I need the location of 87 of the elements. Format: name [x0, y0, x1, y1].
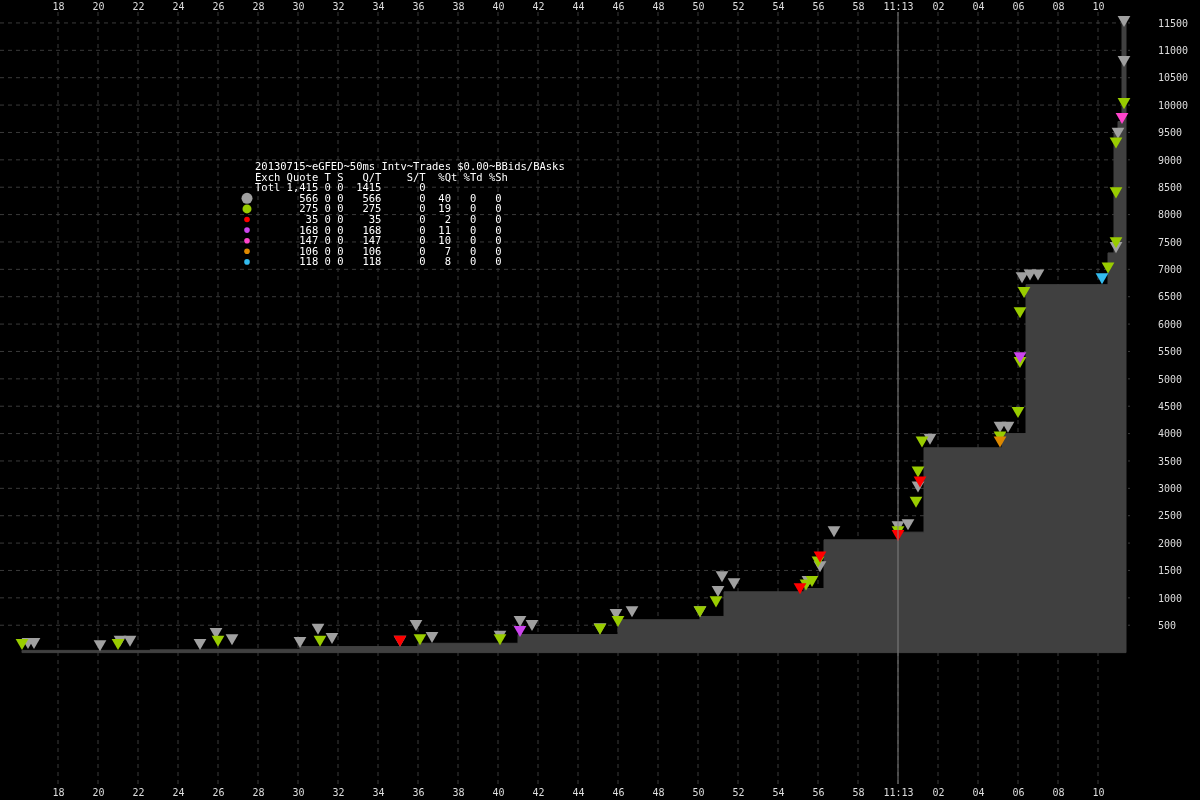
- x2-tick-label: 02: [932, 787, 945, 799]
- x-tick-label: 02: [932, 1, 945, 12]
- x2-tick-label: 42: [532, 787, 545, 799]
- x2-tick-label: 30: [292, 787, 305, 799]
- x-tick-label: 32: [332, 1, 345, 12]
- annotation: 35 0 0 35 0 2 0 0: [255, 213, 502, 225]
- x-tick-label: 10: [1092, 1, 1105, 12]
- x2-tick-label: 26: [212, 787, 225, 799]
- x-tick-label: 24: [172, 1, 185, 12]
- y-tick-label: 4500: [1158, 400, 1183, 412]
- y-tick-label: 2500: [1158, 510, 1183, 522]
- x2-tick-label: 44: [572, 787, 585, 799]
- x2-tick-label: 28: [252, 787, 265, 799]
- x-tick-label: 36: [412, 1, 425, 12]
- x-tick-label: 26: [212, 1, 225, 12]
- y-tick-label: 6500: [1158, 291, 1183, 303]
- y-tick-label: 9500: [1158, 127, 1183, 139]
- annotation: 147 0 0 147 0 10 0 0: [255, 234, 502, 247]
- x-tick-label: 34: [372, 1, 385, 12]
- x2-tick-label: 20: [92, 787, 105, 799]
- x-tick-label: 58: [852, 1, 865, 12]
- x2-tick-label: 36: [412, 787, 425, 799]
- annotation: 566 0 0 566 0 40 0 0: [255, 191, 502, 204]
- x2-tick-label: 38: [452, 787, 465, 799]
- y-tick-label: 11500: [1158, 17, 1189, 29]
- x2-tick-label: 22: [132, 787, 145, 799]
- y-tick-label: 7000: [1158, 264, 1183, 276]
- annotation: 275 0 0 275 0 19 0 0: [255, 202, 502, 215]
- x-tick-label: 08: [1052, 1, 1065, 12]
- y-tick-label: 1000: [1158, 592, 1183, 604]
- x2-tick-label: 10: [1092, 787, 1105, 799]
- y-tick-label: 9000: [1158, 154, 1183, 166]
- x-tick-label: 11:13: [883, 1, 914, 12]
- annotation: 118 0 0 118 0 8 0 0: [255, 255, 502, 268]
- x-tick-label: 22: [132, 1, 145, 12]
- x-tick-label: 50: [692, 1, 705, 12]
- x2-tick-label: 46: [612, 787, 625, 799]
- x2-tick-label: 52: [732, 787, 745, 799]
- x2-tick-label: 04: [972, 787, 985, 799]
- x2-tick-label: 48: [652, 787, 665, 799]
- x-tick-label: 46: [612, 1, 625, 12]
- annotation: 168 0 0 168 0 11 0 0: [255, 223, 502, 236]
- x2-tick-label: 08: [1052, 787, 1065, 799]
- x2-tick-label: 11:13: [883, 787, 914, 799]
- text: 20130715~eGFED~50ms Intv~Trades $0.00~BBids/BAsks: [255, 160, 565, 172]
- y-tick-label: 3500: [1158, 455, 1183, 467]
- y-tick-label: 10000: [1158, 99, 1189, 111]
- x2-tick-label: 24: [172, 787, 185, 799]
- x2-tick-label: 32: [332, 787, 345, 799]
- y-tick-label: 4000: [1158, 428, 1183, 440]
- y-tick-label: 500: [1158, 619, 1177, 631]
- x2-tick-label: 34: [372, 787, 385, 799]
- y-tick-label: 8500: [1158, 181, 1183, 193]
- y-tick-label: 5500: [1158, 346, 1183, 358]
- y-tick-label: 3000: [1158, 483, 1183, 495]
- y-tick-label: 6000: [1158, 318, 1183, 330]
- x-tick-label: 52: [732, 1, 745, 12]
- x-tick-label: 38: [452, 1, 465, 12]
- y-tick-label: 5000: [1158, 373, 1183, 385]
- x2-tick-label: 58: [852, 787, 865, 799]
- x-tick-label: 42: [532, 1, 545, 12]
- x-tick-label: 04: [972, 1, 985, 12]
- x-tick-label: 48: [652, 1, 665, 12]
- x2-tick-label: 40: [492, 787, 505, 799]
- x2-tick-label: 18: [52, 787, 65, 799]
- y-tick-label: 11000: [1158, 45, 1189, 57]
- x2-tick-label: 56: [812, 787, 825, 799]
- x-tick-label: 28: [252, 1, 265, 12]
- x-tick-label: 30: [292, 1, 305, 12]
- x2-tick-label: 54: [772, 787, 785, 799]
- x-tick-label: 54: [772, 1, 785, 12]
- x-tick-label: 40: [492, 1, 505, 12]
- x-tick-label: 18: [52, 1, 65, 12]
- x-tick-label: 20: [92, 1, 105, 12]
- annotation: Exch Quote T S Q/T S/T %Qt %Td %Sh: [255, 170, 508, 183]
- x2-tick-label: 06: [1012, 787, 1025, 799]
- annotation: 106 0 0 106 0 7 0 0: [255, 244, 502, 257]
- x-tick-label: 44: [572, 1, 585, 12]
- annotation: Totl 1,415 0 0 1415 0: [255, 181, 426, 194]
- y-tick-label: 2000: [1158, 537, 1183, 549]
- x-tick-label: 06: [1012, 1, 1025, 12]
- y-tick-label: 7500: [1158, 236, 1183, 248]
- x-tick-label: 56: [812, 1, 825, 12]
- y-tick-label: 10500: [1158, 72, 1189, 84]
- y-tick-label: 1500: [1158, 565, 1183, 577]
- x2-tick-label: 50: [692, 787, 705, 799]
- y-tick-label: 8000: [1158, 209, 1183, 221]
